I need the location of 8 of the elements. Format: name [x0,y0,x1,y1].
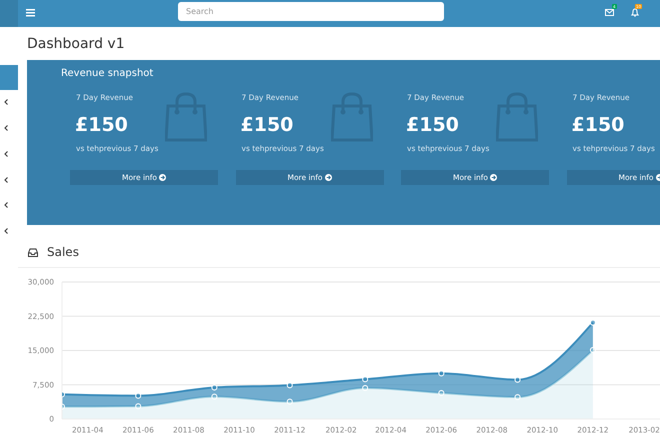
chart-title: Sales [47,245,79,259]
search-field: Search [178,2,444,21]
text: Revenue snapshot [61,68,154,79]
text: Dashboard v1 [27,36,125,52]
text: £150 [572,114,624,136]
text: £150 [406,114,459,136]
text: £150 [75,114,128,136]
text: £150 [240,114,294,136]
